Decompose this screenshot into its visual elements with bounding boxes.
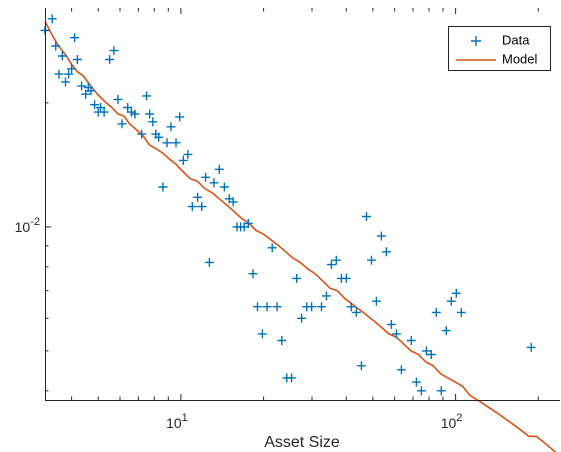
- data-point: [72, 55, 82, 64]
- data-point: [356, 361, 366, 371]
- x-tick-label: 102: [441, 412, 463, 431]
- data-point: [446, 296, 456, 306]
- data-point: [214, 164, 224, 174]
- data-point: [243, 218, 253, 228]
- data-point: [436, 386, 446, 396]
- data-point: [142, 91, 152, 101]
- plot-area: [45, 8, 560, 400]
- x-axis-label: Asset Size: [264, 434, 340, 451]
- data-point: [175, 112, 185, 122]
- data-point: [326, 260, 336, 270]
- data-point: [67, 64, 77, 74]
- data-point: [201, 172, 211, 182]
- data-point: [81, 89, 91, 99]
- data-point: [193, 192, 203, 202]
- data-point: [341, 273, 351, 283]
- data-point: [158, 182, 168, 192]
- legend-plus-marker: [471, 36, 481, 46]
- data-point: [90, 100, 100, 110]
- legend-data-label: Data: [502, 32, 530, 47]
- data-point: [166, 122, 176, 132]
- data-point: [362, 212, 371, 221]
- data-point: [178, 155, 188, 165]
- legend: Data Model: [448, 26, 551, 71]
- data-point: [113, 94, 123, 104]
- data-point: [204, 257, 214, 267]
- data-point: [386, 319, 396, 329]
- data-point: [86, 86, 96, 96]
- data-point: [406, 336, 416, 345]
- data-point: [367, 255, 376, 265]
- data-point: [197, 202, 207, 212]
- data-point: [123, 103, 133, 112]
- data-point: [297, 313, 307, 323]
- data-point: [162, 138, 172, 148]
- data-point: [145, 109, 155, 119]
- data-point: [292, 273, 302, 283]
- data-layer: [40, 14, 557, 452]
- data-point: [416, 386, 426, 396]
- legend-model-label: Model: [502, 51, 538, 66]
- data-point: [351, 307, 361, 317]
- data-point: [105, 55, 115, 64]
- data-point: [109, 46, 119, 56]
- data-point: [272, 302, 282, 312]
- data-point: [187, 202, 197, 212]
- data-point: [391, 329, 401, 339]
- y-tick-label: 10-2: [15, 216, 40, 235]
- data-point: [77, 81, 87, 91]
- data-point: [47, 14, 57, 24]
- data-point: [421, 346, 431, 356]
- data-point: [456, 307, 466, 317]
- data-point: [307, 302, 317, 312]
- legend-box: [448, 26, 551, 71]
- data-point: [277, 336, 287, 345]
- data-point: [451, 288, 461, 298]
- data-point: [228, 197, 238, 207]
- data-point: [331, 255, 341, 265]
- data-point: [117, 119, 127, 129]
- data-point: [99, 107, 109, 117]
- data-point: [526, 342, 536, 352]
- data-point: [253, 302, 262, 312]
- data-point: [346, 302, 356, 312]
- data-point: [61, 77, 70, 87]
- data-point: [371, 296, 381, 306]
- data-point: [248, 269, 258, 279]
- data-point: [137, 129, 147, 139]
- data-point: [219, 182, 229, 192]
- data-point: [322, 291, 331, 301]
- data-point: [396, 365, 406, 375]
- legend-data-marker: [471, 36, 481, 46]
- data-point: [426, 350, 436, 359]
- x-tick-label: 101: [166, 412, 188, 431]
- data-point: [57, 51, 67, 61]
- data-point: [287, 373, 297, 383]
- data-point: [148, 117, 158, 127]
- data-point: [257, 329, 267, 339]
- data-point: [262, 302, 272, 312]
- data-point: [411, 377, 421, 387]
- data-point: [381, 247, 391, 257]
- data-point: [64, 69, 74, 79]
- data-point: [376, 231, 386, 241]
- data-point: [54, 69, 64, 79]
- data-point: [51, 41, 61, 51]
- data-point: [183, 149, 193, 159]
- data-point: [431, 307, 441, 317]
- model-line: [44, 20, 557, 452]
- data-point: [441, 326, 451, 336]
- data-point: [70, 33, 80, 43]
- data-point: [130, 109, 140, 119]
- data-point: [96, 103, 106, 112]
- data-point: [317, 302, 326, 312]
- data-point: [209, 178, 219, 188]
- data-point: [267, 243, 277, 253]
- data-point: [154, 132, 164, 142]
- data-point: [171, 138, 181, 148]
